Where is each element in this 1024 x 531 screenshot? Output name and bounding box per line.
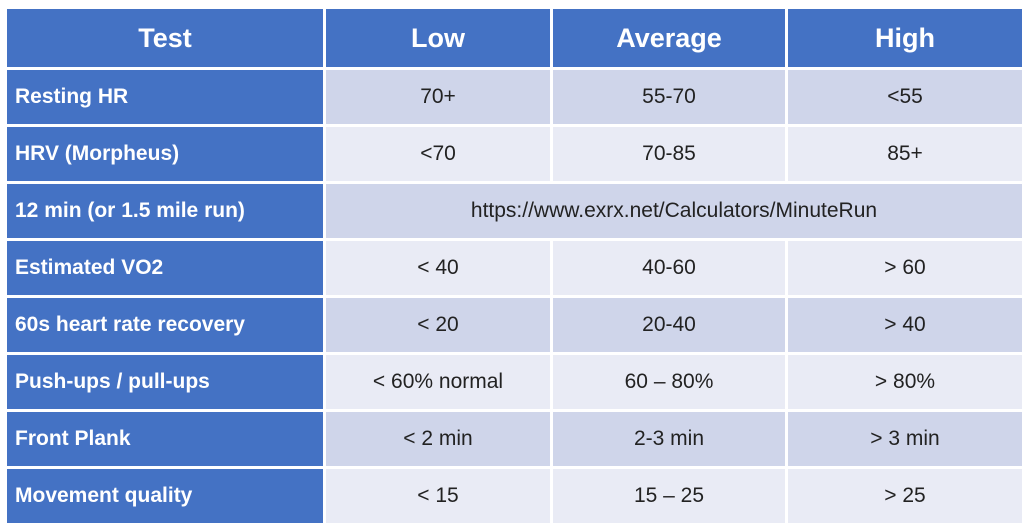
row-label: Resting HR: [7, 70, 323, 124]
row-label: HRV (Morpheus): [7, 127, 323, 181]
cell-average: 55-70: [553, 70, 785, 124]
cell-low: < 20: [326, 298, 550, 352]
header-test: Test: [7, 9, 323, 67]
cell-low: < 15: [326, 469, 550, 523]
cell-low: <70: [326, 127, 550, 181]
table-row: Movement quality < 15 15 – 25 > 25: [7, 469, 1022, 523]
row-label: Push-ups / pull-ups: [7, 355, 323, 409]
table-row: Front Plank < 2 min 2-3 min > 3 min: [7, 412, 1022, 466]
cell-high: > 3 min: [788, 412, 1022, 466]
table-row: Estimated VO2 < 40 40-60 > 60: [7, 241, 1022, 295]
cell-high: 85+: [788, 127, 1022, 181]
cell-high: > 40: [788, 298, 1022, 352]
row-label: Estimated VO2: [7, 241, 323, 295]
cell-average: 2-3 min: [553, 412, 785, 466]
header-low: Low: [326, 9, 550, 67]
table-row: HRV (Morpheus) <70 70-85 85+: [7, 127, 1022, 181]
cell-average: 70-85: [553, 127, 785, 181]
cell-merged-url: https://www.exrx.net/Calculators/MinuteR…: [326, 184, 1022, 238]
cell-low: < 2 min: [326, 412, 550, 466]
cell-high: > 60: [788, 241, 1022, 295]
cell-average: 15 – 25: [553, 469, 785, 523]
table-row: Resting HR 70+ 55-70 <55: [7, 70, 1022, 124]
table-row: 12 min (or 1.5 mile run) https://www.exr…: [7, 184, 1022, 238]
row-label: Front Plank: [7, 412, 323, 466]
cell-average: 60 – 80%: [553, 355, 785, 409]
table-row: Push-ups / pull-ups < 60% normal 60 – 80…: [7, 355, 1022, 409]
cell-average: 20-40: [553, 298, 785, 352]
header-high: High: [788, 9, 1022, 67]
cell-high: > 25: [788, 469, 1022, 523]
table-row: 60s heart rate recovery < 20 20-40 > 40: [7, 298, 1022, 352]
fitness-test-table-container: Test Low Average High Resting HR 70+ 55-…: [4, 6, 1022, 526]
cell-low: < 40: [326, 241, 550, 295]
row-label: Movement quality: [7, 469, 323, 523]
header-average: Average: [553, 9, 785, 67]
cell-high: > 80%: [788, 355, 1022, 409]
cell-high: <55: [788, 70, 1022, 124]
row-label: 12 min (or 1.5 mile run): [7, 184, 323, 238]
header-row: Test Low Average High: [7, 9, 1022, 67]
cell-low: < 60% normal: [326, 355, 550, 409]
row-label: 60s heart rate recovery: [7, 298, 323, 352]
fitness-test-table: Test Low Average High Resting HR 70+ 55-…: [4, 6, 1024, 526]
cell-low: 70+: [326, 70, 550, 124]
cell-average: 40-60: [553, 241, 785, 295]
